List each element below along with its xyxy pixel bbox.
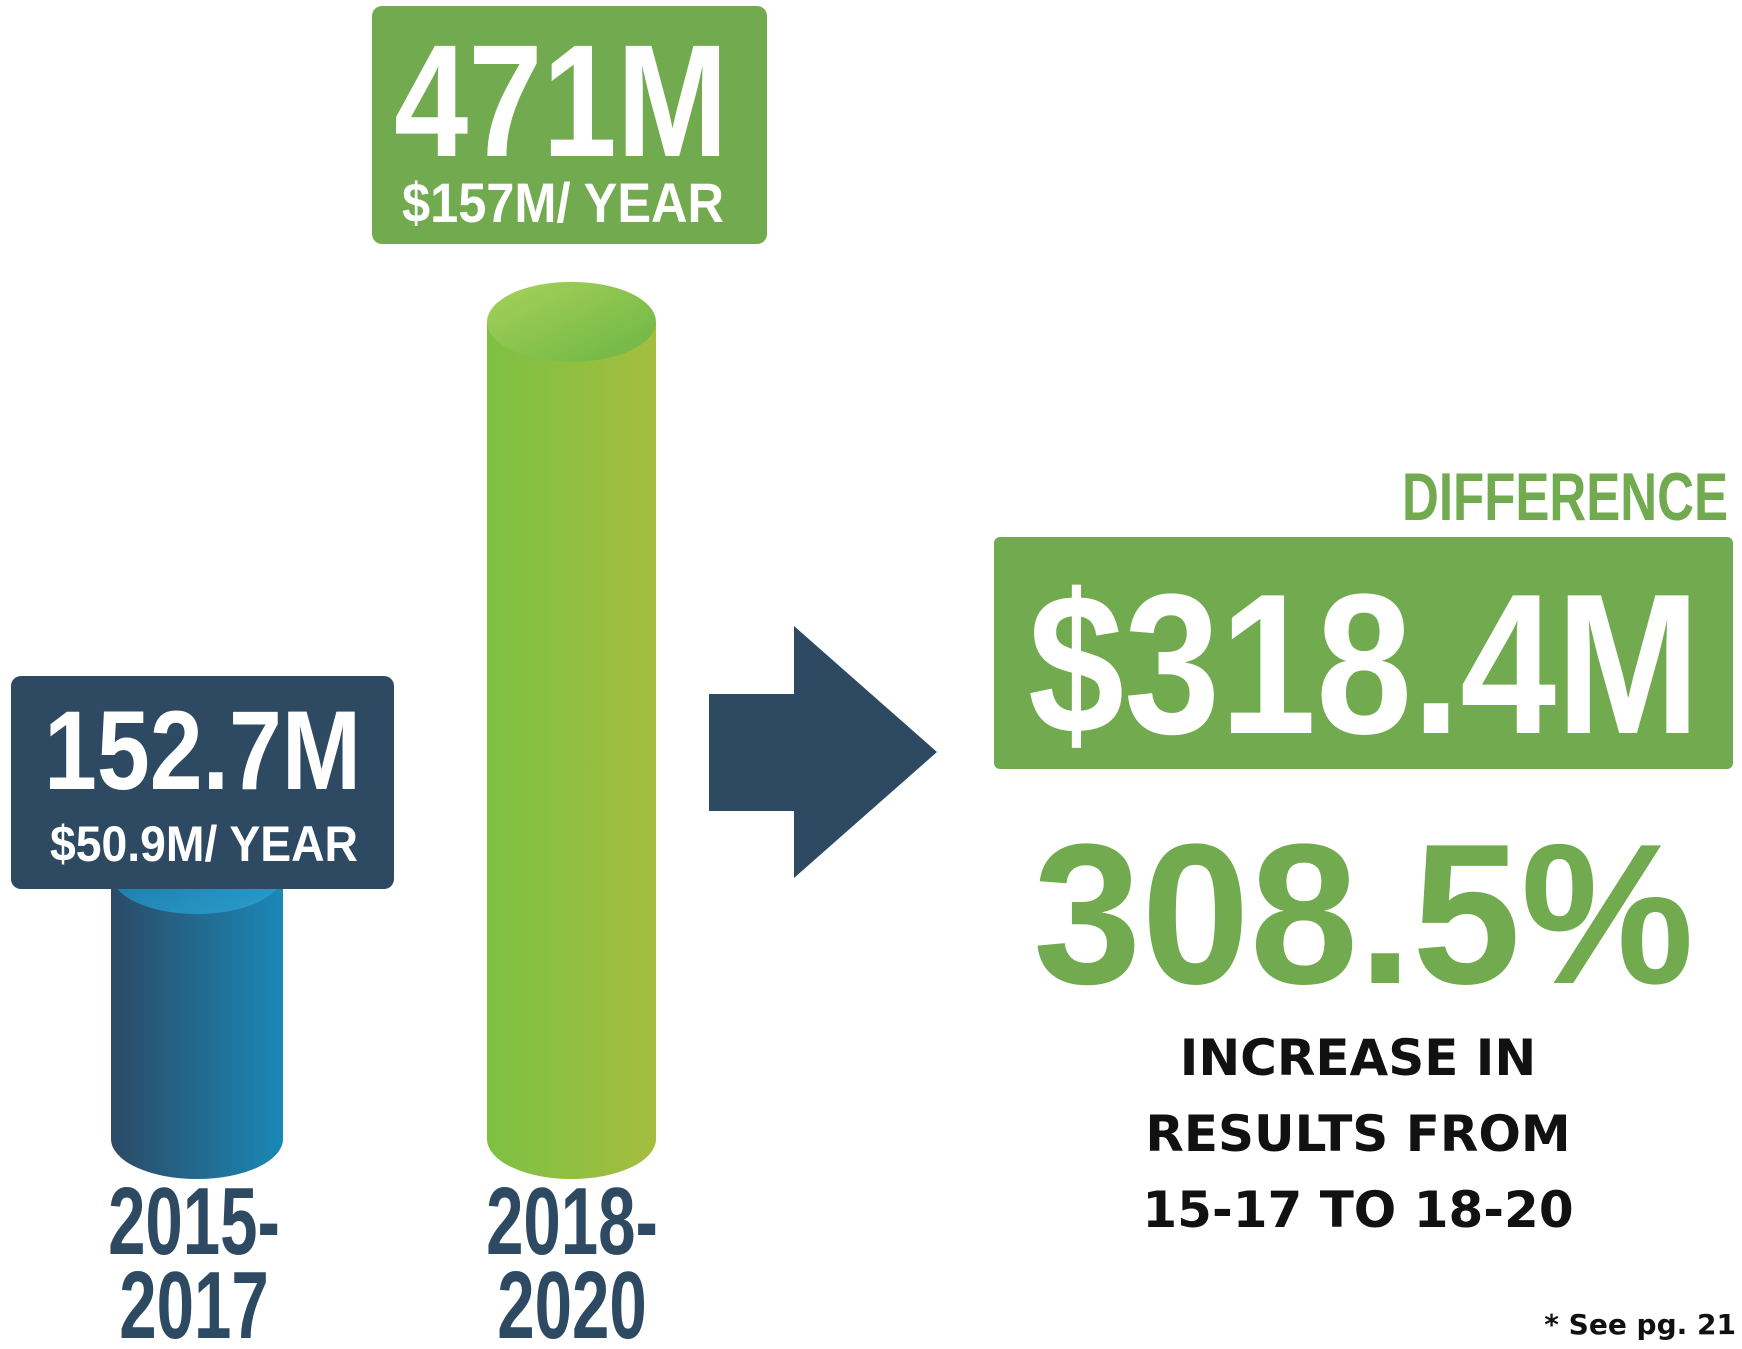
cylinder (111, 874, 283, 1179)
caption: INCREASE IN RESULTS FROM 15-17 TO 18-20 (1142, 1029, 1574, 1239)
label-box (11, 676, 394, 889)
category-label: 2015- 2017 (108, 1168, 280, 1349)
difference-value: $318.4M (1028, 553, 1700, 776)
cylinder (487, 321, 656, 1179)
arrow-shaft (709, 694, 797, 811)
difference-title: DIFFERENCE (1402, 459, 1728, 535)
cylinder-top (487, 281, 656, 362)
per-year-label: $50.9M/ YEAR (50, 816, 358, 872)
value-label: 152.7M (44, 688, 361, 813)
arrow-head (794, 626, 937, 878)
arrow (709, 626, 937, 878)
value-label: 471M (394, 11, 728, 190)
difference-box (994, 537, 1733, 769)
per-year-label: $157M/ YEAR (402, 171, 724, 234)
footnote: * See pg. 21 (1544, 1308, 1736, 1341)
category-label: 2018- 2020 (486, 1168, 658, 1349)
percent-value: 308.5% (1033, 803, 1694, 1026)
label-box (372, 6, 767, 244)
